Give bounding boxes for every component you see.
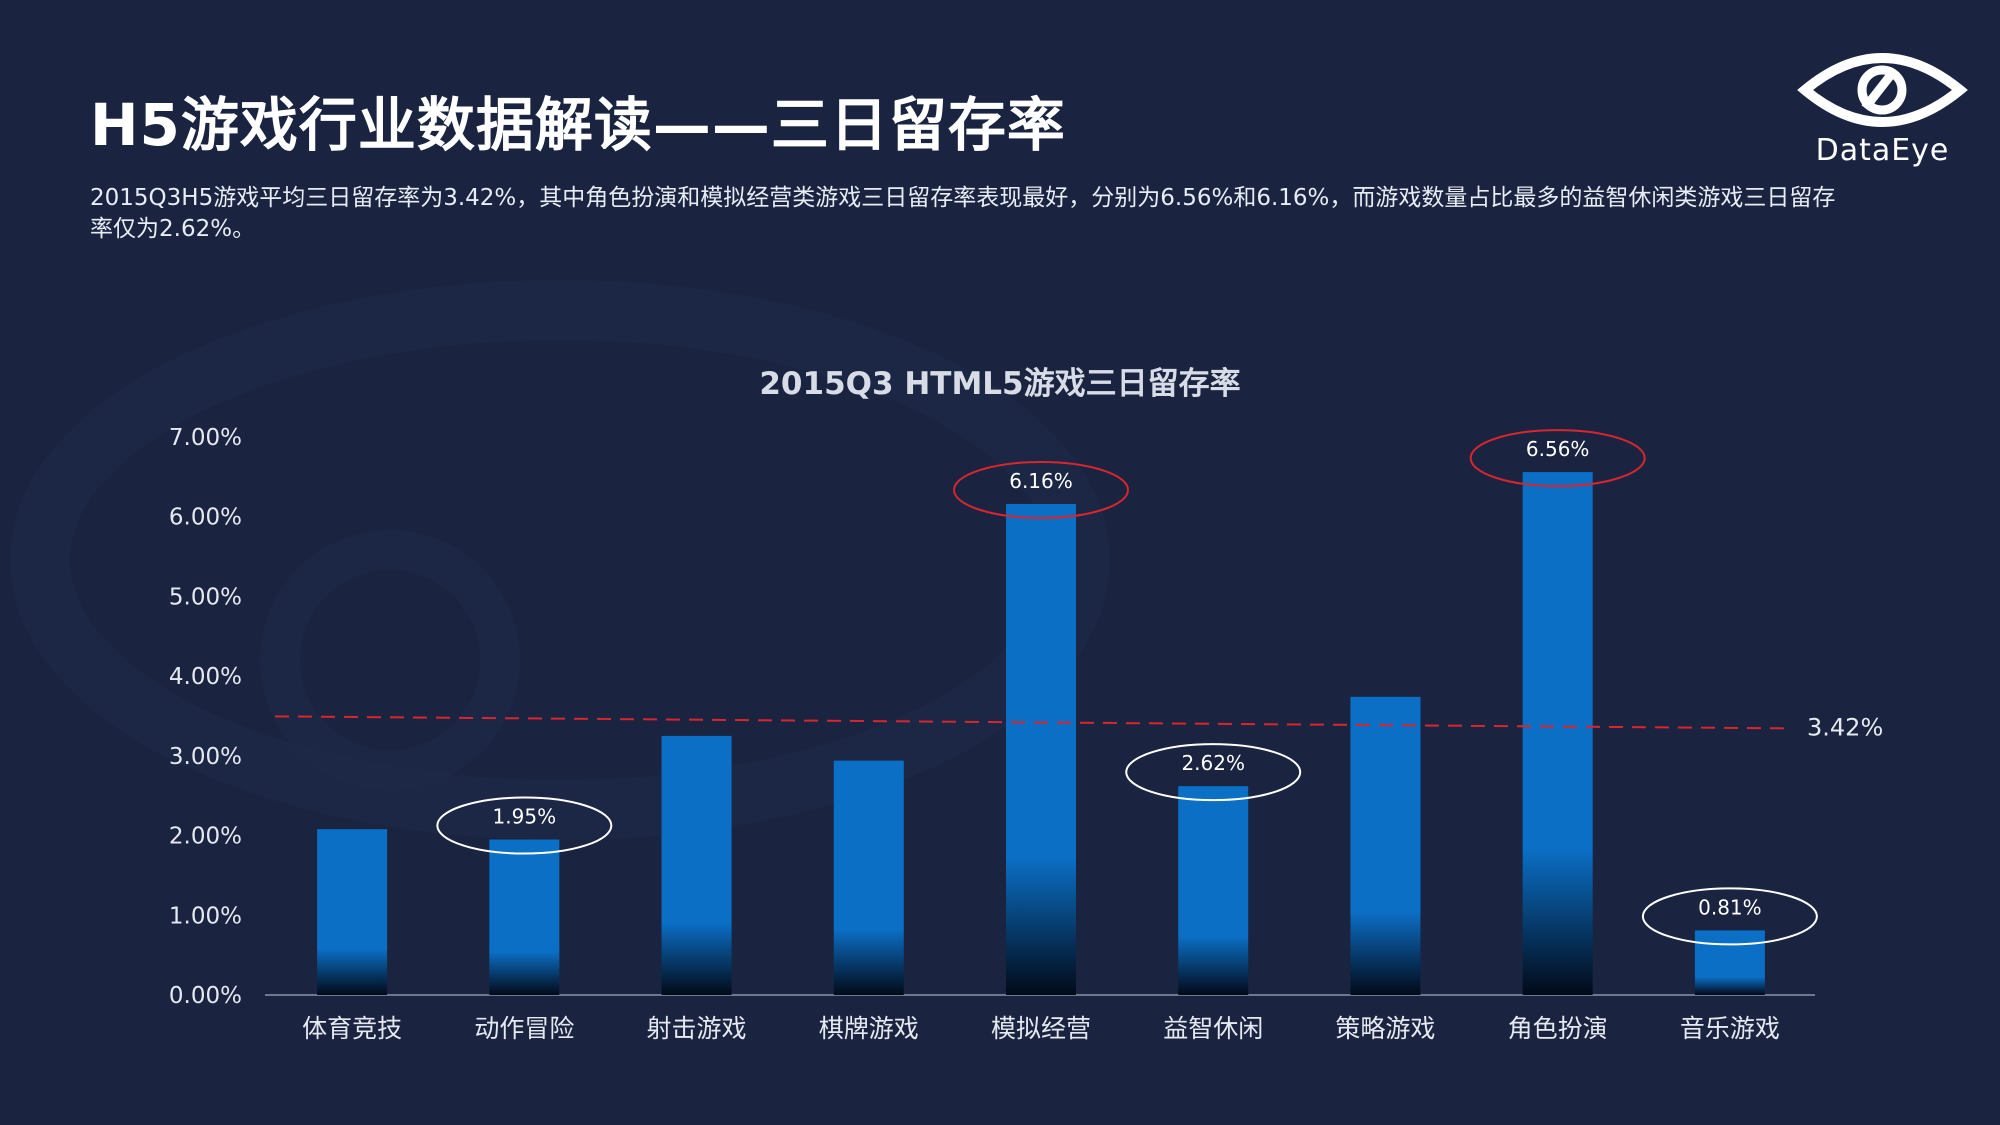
bar-3 bbox=[661, 735, 732, 995]
data-label: 2.62% bbox=[1181, 751, 1245, 775]
data-label: 0.81% bbox=[1698, 895, 1762, 919]
average-reference-label: 3.42% bbox=[1807, 713, 1883, 741]
bar-1 bbox=[317, 829, 388, 995]
y-tick-label: 1.00% bbox=[169, 903, 242, 929]
data-label-ring bbox=[1469, 429, 1646, 488]
x-category-label: 射击游戏 bbox=[647, 1014, 747, 1043]
data-label-ring bbox=[436, 796, 613, 855]
x-category-label: 策略游戏 bbox=[1335, 1014, 1435, 1043]
bar-4 bbox=[833, 760, 904, 995]
y-tick-label: 7.00% bbox=[169, 425, 242, 451]
y-tick-label: 5.00% bbox=[169, 584, 242, 610]
y-tick-label: 6.00% bbox=[169, 505, 242, 531]
bar-7 bbox=[1350, 696, 1421, 995]
chart-title: 2015Q3 HTML5游戏三日留存率 bbox=[759, 366, 1240, 402]
data-label-ring bbox=[953, 460, 1129, 519]
y-tick-label: 4.00% bbox=[169, 664, 242, 690]
eye-icon bbox=[1797, 53, 1968, 127]
y-tick-label: 3.00% bbox=[169, 744, 242, 770]
x-category-label: 体育竞技 bbox=[302, 1014, 402, 1043]
x-category-label: 动作冒险 bbox=[474, 1014, 574, 1043]
bar-2 bbox=[489, 839, 560, 995]
data-label-ring bbox=[1641, 887, 1818, 946]
x-category-label: 角色扮演 bbox=[1508, 1014, 1608, 1043]
data-label: 6.16% bbox=[1009, 469, 1073, 493]
y-tick-label: 2.00% bbox=[169, 824, 242, 850]
bar-6 bbox=[1178, 786, 1249, 995]
bar-5 bbox=[1006, 503, 1076, 995]
data-label-ring bbox=[1125, 743, 1302, 802]
page-title: H5游戏行业数据解读——三日留存率 bbox=[90, 91, 1066, 159]
y-tick-label: 0.00% bbox=[169, 983, 242, 1009]
logo-text: DataEye bbox=[1815, 133, 1950, 168]
dataeye-logo: DataEye bbox=[1795, 48, 1970, 173]
page-subtitle: 2015Q3H5游戏平均三日留存率为3.42%，其中角色扮演和模拟经营类游戏三日… bbox=[90, 185, 1836, 242]
data-label: 1.95% bbox=[493, 805, 557, 829]
data-label: 6.56% bbox=[1526, 437, 1590, 461]
x-category-label: 棋牌游戏 bbox=[819, 1014, 919, 1043]
bar-8 bbox=[1522, 472, 1593, 995]
x-category-label: 模拟经营 bbox=[991, 1014, 1091, 1043]
bar-9 bbox=[1694, 930, 1765, 995]
x-category-label: 音乐游戏 bbox=[1680, 1014, 1780, 1043]
x-category-label: 益智休闲 bbox=[1163, 1014, 1263, 1043]
